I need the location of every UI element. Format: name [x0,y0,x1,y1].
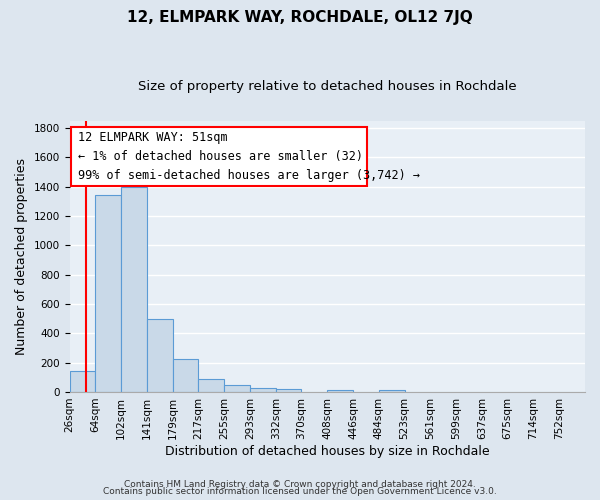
Bar [250,388,276,392]
Bar [276,390,301,392]
Bar [95,196,121,392]
Bar [224,385,250,392]
Bar [173,359,199,392]
FancyBboxPatch shape [71,128,367,186]
Text: 12, ELMPARK WAY, ROCHDALE, OL12 7JQ: 12, ELMPARK WAY, ROCHDALE, OL12 7JQ [127,10,473,25]
Text: 12 ELMPARK WAY: 51sqm
← 1% of detached houses are smaller (32)
99% of semi-detac: 12 ELMPARK WAY: 51sqm ← 1% of detached h… [78,131,420,182]
Bar [199,380,224,392]
Bar [379,390,404,392]
Text: Contains public sector information licensed under the Open Government Licence v3: Contains public sector information licen… [103,488,497,496]
Text: Contains HM Land Registry data © Crown copyright and database right 2024.: Contains HM Land Registry data © Crown c… [124,480,476,489]
X-axis label: Distribution of detached houses by size in Rochdale: Distribution of detached houses by size … [165,444,490,458]
Bar [70,372,95,392]
Bar [147,320,173,392]
Bar [327,390,353,392]
Y-axis label: Number of detached properties: Number of detached properties [15,158,28,355]
Title: Size of property relative to detached houses in Rochdale: Size of property relative to detached ho… [138,80,517,93]
Bar [121,186,147,392]
